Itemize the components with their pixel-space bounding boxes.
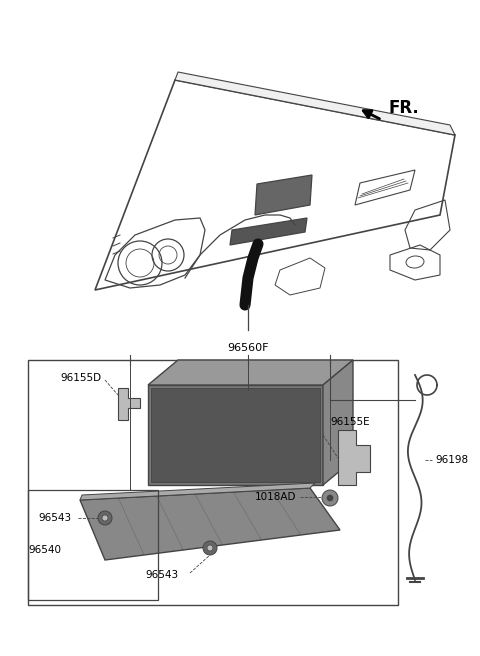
Circle shape xyxy=(98,511,112,525)
Polygon shape xyxy=(175,72,455,135)
Text: 96543: 96543 xyxy=(145,570,178,580)
Circle shape xyxy=(203,541,217,555)
Text: 96155E: 96155E xyxy=(330,417,370,427)
Text: 1018AD: 1018AD xyxy=(255,492,297,502)
Polygon shape xyxy=(148,360,353,385)
Polygon shape xyxy=(80,483,315,500)
Bar xyxy=(28,360,398,605)
Text: 96155D: 96155D xyxy=(60,373,101,383)
Text: 96198: 96198 xyxy=(435,455,468,465)
Polygon shape xyxy=(255,175,312,215)
Polygon shape xyxy=(230,218,307,245)
Polygon shape xyxy=(323,360,353,485)
Polygon shape xyxy=(338,430,370,485)
Bar xyxy=(28,490,158,600)
Text: 96543: 96543 xyxy=(38,513,71,523)
Circle shape xyxy=(102,515,108,521)
Text: FR.: FR. xyxy=(388,99,419,117)
Polygon shape xyxy=(80,488,340,560)
Text: 96540: 96540 xyxy=(28,545,61,555)
Circle shape xyxy=(322,490,338,506)
Bar xyxy=(151,388,320,482)
Circle shape xyxy=(207,545,213,551)
Circle shape xyxy=(327,495,333,501)
Bar xyxy=(148,385,323,485)
Polygon shape xyxy=(118,388,140,420)
Text: 96560F: 96560F xyxy=(227,343,269,353)
